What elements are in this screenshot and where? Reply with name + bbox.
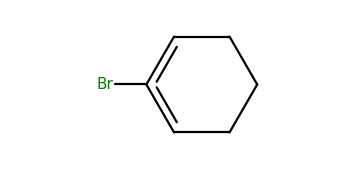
- Text: Br: Br: [97, 77, 114, 92]
